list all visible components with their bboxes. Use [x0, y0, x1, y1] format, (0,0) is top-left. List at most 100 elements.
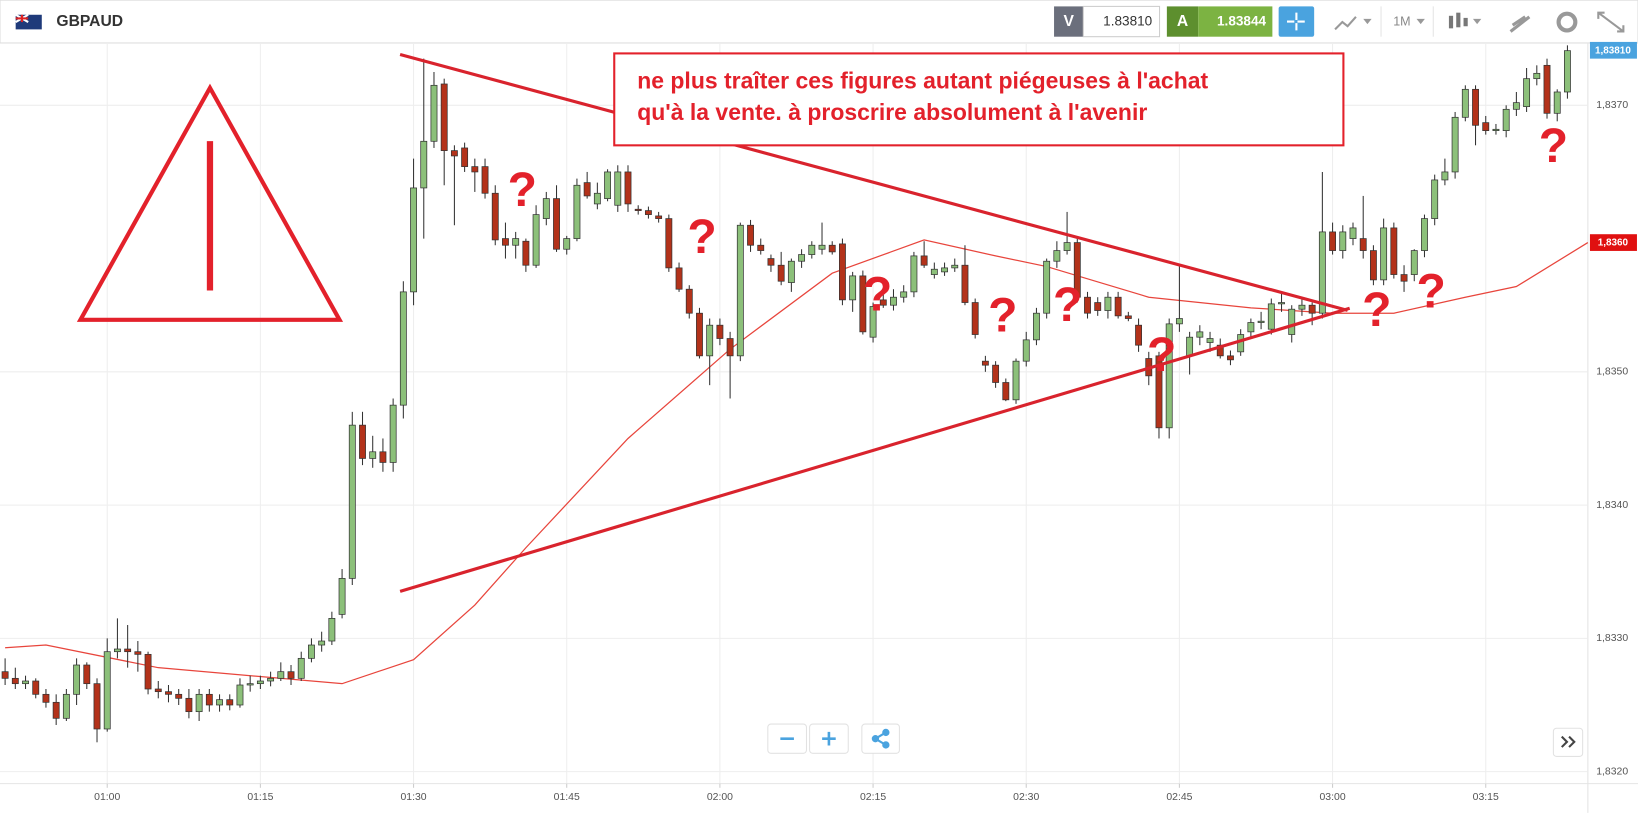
candle-body — [1523, 78, 1531, 108]
candle-body — [62, 693, 70, 719]
candle-body — [849, 275, 857, 301]
dropdown-arrow — [1363, 18, 1372, 25]
candle-body — [328, 618, 336, 642]
candle-body — [1206, 338, 1214, 343]
candle-body — [185, 697, 193, 713]
candle-body — [992, 364, 1000, 383]
buy-price[interactable]: 1.83844 — [1217, 14, 1267, 29]
buy-price-box[interactable] — [1198, 6, 1273, 37]
candle-body — [716, 324, 724, 339]
candle-body — [83, 664, 91, 685]
zoom-in-icon — [822, 731, 836, 746]
plot-area: 1,8320 1,8330 1,8340 1,8350 1,8370 01:00 01:15… — [0, 44, 1628, 803]
candle-body — [308, 644, 315, 659]
crosshair-button[interactable] — [1278, 6, 1315, 37]
candle-body — [1237, 334, 1245, 353]
candle-body — [1012, 360, 1020, 401]
candle-body — [593, 192, 601, 205]
candle-body — [481, 166, 489, 194]
candle-body — [634, 208, 642, 211]
candle-body — [226, 699, 234, 706]
candle-body — [1564, 50, 1571, 93]
candle-body — [450, 150, 458, 157]
question-mark: ? — [863, 269, 892, 322]
question-mark: ? — [1147, 329, 1176, 382]
candle-body — [920, 255, 928, 266]
candle-body — [1461, 88, 1469, 118]
candle-body — [655, 215, 663, 219]
candle-body — [277, 671, 285, 679]
question-mark: ? — [1539, 120, 1568, 173]
sell-price-box[interactable] — [1082, 5, 1161, 38]
buy-label[interactable]: A — [1177, 13, 1188, 30]
candle-body — [757, 244, 765, 251]
candle-body — [1043, 260, 1051, 314]
candle-body — [399, 291, 407, 406]
sell-label[interactable]: V — [1063, 13, 1074, 30]
buy-button[interactable] — [1166, 6, 1199, 37]
sell-price[interactable]: 1.83810 — [1103, 14, 1153, 29]
candle-body — [818, 244, 826, 250]
flag-icon — [15, 13, 42, 30]
candle-body — [951, 264, 959, 269]
question-mark: ? — [988, 289, 1017, 342]
candle-body — [726, 338, 734, 357]
candle-body — [1175, 318, 1183, 325]
candle-body — [808, 244, 816, 255]
candle-body — [1308, 304, 1316, 314]
y-tick-label: 1,8320 — [1596, 766, 1628, 777]
candle-body — [1104, 296, 1112, 311]
candle-body — [1369, 250, 1377, 281]
question-mark: ? — [508, 164, 537, 217]
candle-body — [1318, 231, 1326, 314]
x-tick-label: 02:00 — [707, 792, 733, 803]
x-tick-label: 02:45 — [1166, 792, 1192, 803]
timeframe[interactable]: 1M — [1393, 14, 1410, 28]
sell-button[interactable] — [1054, 6, 1084, 37]
candle-body — [767, 258, 775, 266]
candles-icon[interactable] — [1448, 12, 1468, 29]
share-icon — [871, 728, 890, 749]
warning-triangle — [76, 83, 344, 322]
candle-body — [144, 653, 152, 690]
candle-body — [491, 192, 499, 241]
candle-body — [267, 677, 275, 682]
candle-body — [1451, 116, 1459, 173]
candle-body — [1022, 339, 1030, 362]
candle-body — [216, 699, 223, 706]
candle-body — [11, 677, 19, 685]
candle-body — [1298, 304, 1306, 310]
candle-body — [1267, 303, 1275, 330]
candle-body — [1441, 171, 1449, 181]
candle-body — [1482, 122, 1490, 131]
candle-body — [879, 299, 887, 306]
scroll-end-button[interactable] — [1552, 727, 1584, 757]
chart-type-icon[interactable] — [1334, 16, 1357, 31]
candle-body — [461, 147, 469, 167]
candle-body — [348, 424, 356, 579]
candle-body — [1410, 250, 1418, 275]
candle-body — [971, 302, 979, 335]
note-text: qu'à la vente. à proscrire absolument à … — [637, 99, 1147, 125]
candle-body — [1114, 296, 1122, 317]
candle-body — [1124, 315, 1132, 319]
candle-body — [787, 260, 795, 283]
candle-body — [553, 198, 560, 250]
candle-body — [1543, 64, 1551, 114]
candle-body — [665, 218, 673, 269]
share-button[interactable] — [861, 723, 900, 754]
candle-body — [1247, 322, 1255, 333]
candle-body — [1492, 128, 1500, 131]
fullscreen-icon[interactable] — [1597, 11, 1625, 33]
settings-icon[interactable] — [1556, 11, 1578, 33]
candle-body — [614, 171, 622, 206]
candle-body — [134, 651, 142, 655]
candle-body — [1380, 227, 1388, 281]
candle-body — [379, 451, 387, 463]
candle-body — [777, 264, 785, 282]
draw-icon[interactable] — [1509, 15, 1531, 33]
question-mark: ? — [1053, 279, 1082, 332]
candle-body — [1135, 324, 1142, 346]
candle-body — [502, 238, 509, 246]
